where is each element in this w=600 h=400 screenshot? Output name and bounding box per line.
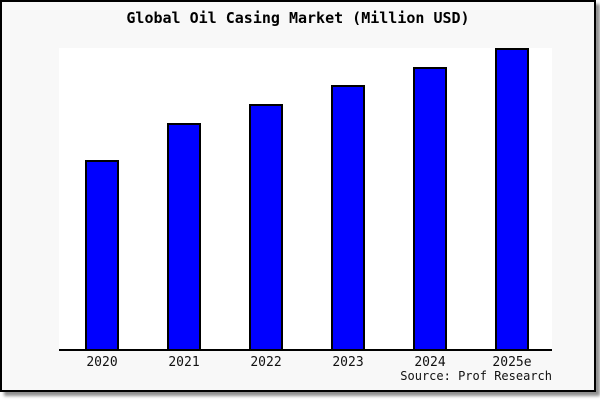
x-tick-label-2022: 2022 xyxy=(250,355,282,370)
source-caption: Source: Prof Research xyxy=(400,369,552,383)
x-tick-label-2021: 2021 xyxy=(168,355,200,370)
x-tick-label-2023: 2023 xyxy=(332,355,364,370)
bar-2025e xyxy=(495,48,529,349)
chart-figure: Global Oil Casing Market (Million USD) S… xyxy=(0,0,596,392)
x-tick-label-2024: 2024 xyxy=(414,355,446,370)
bar-2021 xyxy=(167,123,201,349)
plot-area xyxy=(59,48,552,351)
bar-2023 xyxy=(331,85,365,349)
x-tick-label-2025e: 2025e xyxy=(492,355,532,370)
bar-2020 xyxy=(85,160,119,349)
bar-2024 xyxy=(413,67,447,349)
chart-title: Global Oil Casing Market (Million USD) xyxy=(126,9,470,27)
bar-2022 xyxy=(249,104,283,349)
x-tick-label-2020: 2020 xyxy=(86,355,118,370)
